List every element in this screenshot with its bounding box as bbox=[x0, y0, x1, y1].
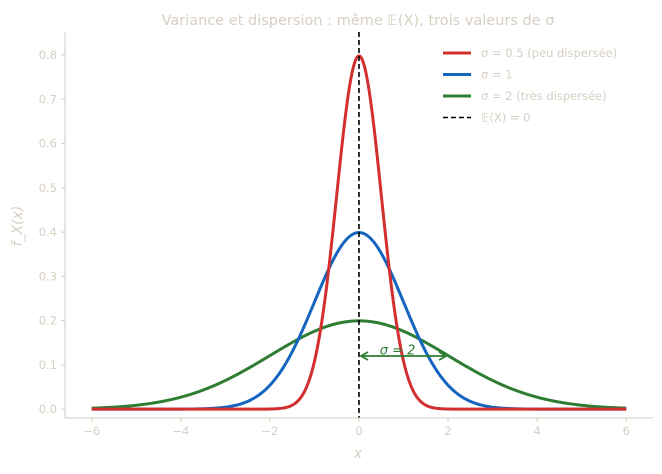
legend: σ = 0.5 (peu dispersée) σ = 1 σ = 2 (très … bbox=[443, 46, 617, 125]
y-tick-label: 0.3 bbox=[39, 269, 57, 283]
sigma-annotation: σ = 2 bbox=[380, 343, 416, 358]
x-axis-label: x bbox=[353, 446, 363, 462]
legend-label: σ = 0.5 (peu dispersée) bbox=[481, 46, 617, 60]
legend-label: σ = 2 (très dispersée) bbox=[481, 89, 607, 103]
x-tick-label: −6 bbox=[83, 424, 100, 438]
plot-area: σ = 2 bbox=[91, 32, 627, 418]
sigma-arrow-head-left bbox=[359, 351, 369, 361]
y-ticks: 0.0 0.1 0.2 0.3 0.4 0.5 0.6 0.7 0.8 bbox=[39, 48, 65, 416]
x-tick-label: 0 bbox=[355, 424, 362, 438]
y-tick-label: 0.8 bbox=[39, 48, 57, 62]
y-tick-label: 0.6 bbox=[39, 137, 57, 151]
x-ticks: −6 −4 −2 0 2 4 6 bbox=[83, 418, 630, 438]
x-tick-label: 2 bbox=[444, 424, 451, 438]
y-tick-label: 0.2 bbox=[39, 314, 57, 328]
y-tick-label: 0.5 bbox=[39, 181, 57, 195]
y-tick-label: 0.1 bbox=[39, 358, 57, 372]
x-tick-label: 6 bbox=[623, 424, 630, 438]
series-line-sigma-0.5 bbox=[91, 54, 627, 411]
y-tick-label: 0.4 bbox=[39, 225, 57, 239]
legend-label: 𝔼(X) = 0 bbox=[481, 111, 531, 125]
y-axis-label: f_X(x) bbox=[10, 206, 26, 247]
x-tick-label: −4 bbox=[172, 424, 189, 438]
legend-label: σ = 1 bbox=[481, 68, 513, 82]
x-tick-label: −2 bbox=[261, 424, 278, 438]
sigma-arrow-head-right bbox=[438, 351, 448, 361]
x-tick-label: 4 bbox=[534, 424, 541, 438]
y-tick-label: 0.7 bbox=[39, 92, 57, 106]
y-tick-label: 0.0 bbox=[39, 402, 57, 416]
chart-title: Variance et dispersion : même 𝔼(X), troi… bbox=[162, 13, 555, 29]
